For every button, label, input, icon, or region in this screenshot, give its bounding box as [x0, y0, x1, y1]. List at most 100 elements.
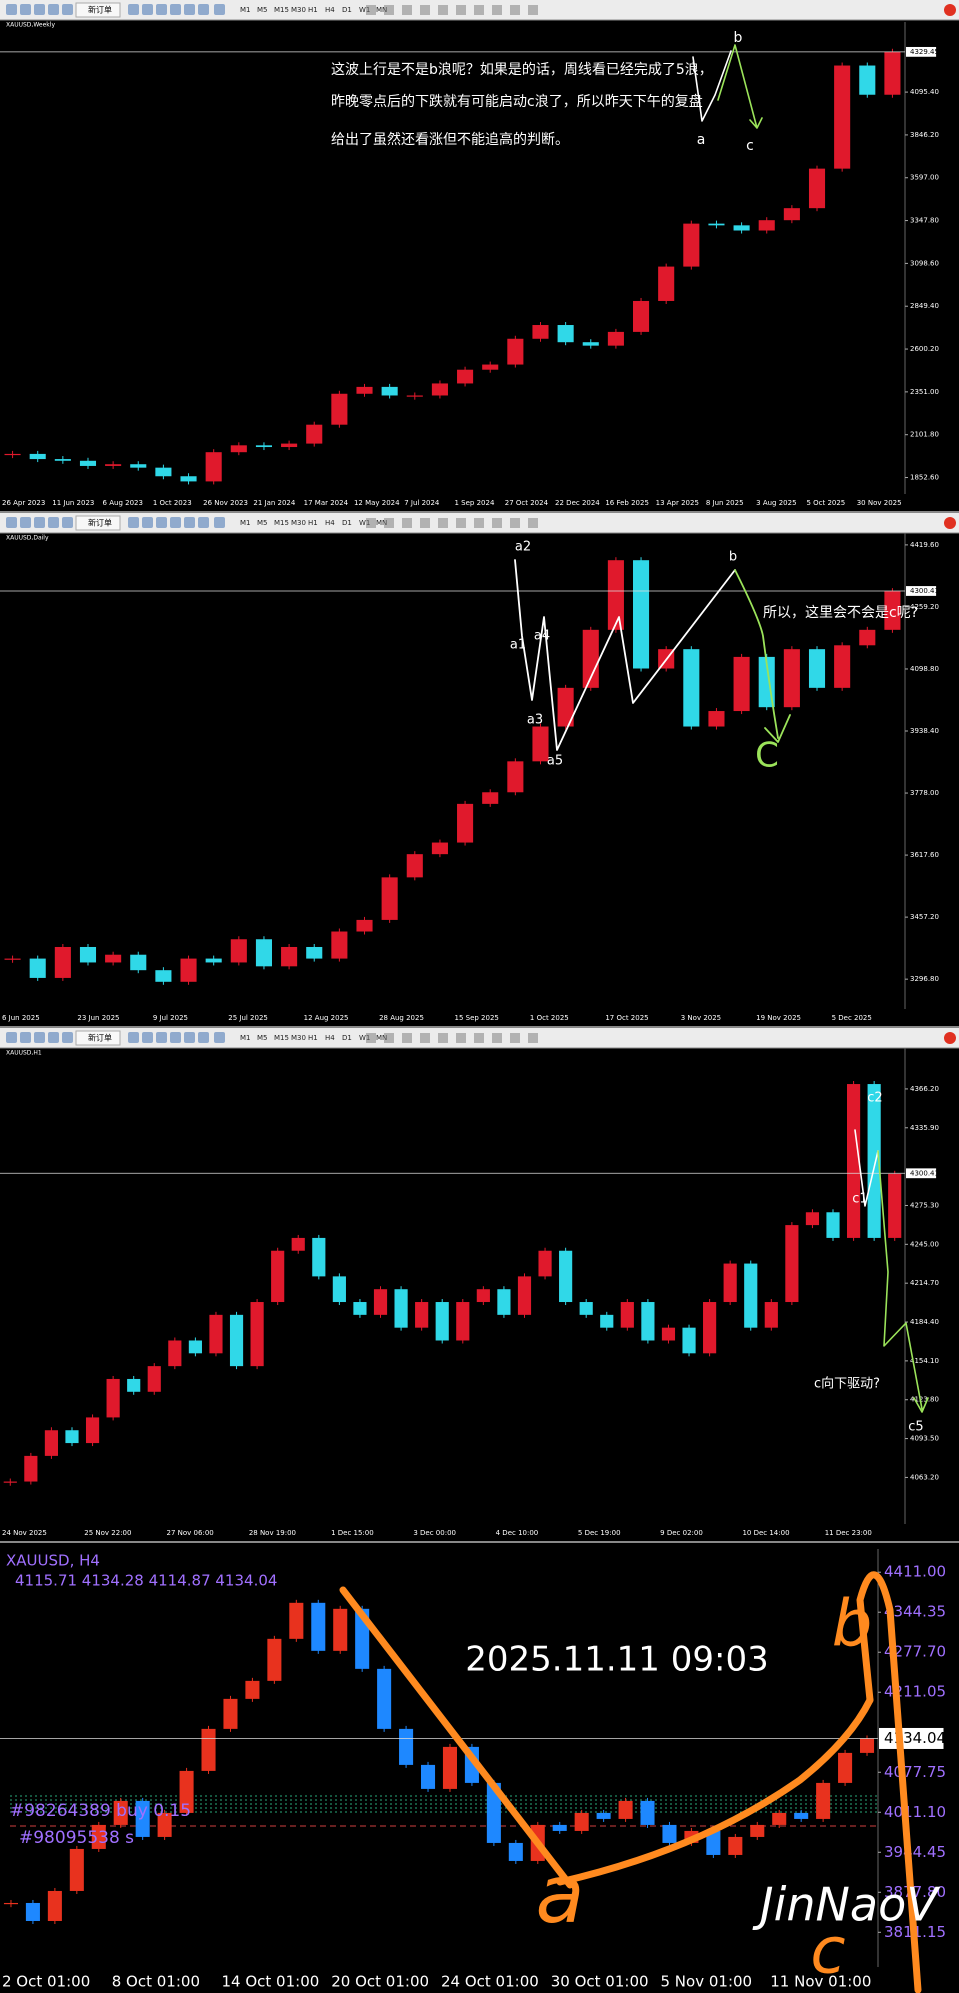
- toolbar-icon[interactable]: [20, 4, 31, 15]
- alert-icon[interactable]: [944, 4, 956, 16]
- toolbar-icon[interactable]: [184, 1032, 195, 1043]
- timeframe-button[interactable]: D1: [342, 6, 352, 14]
- toolbar-icon[interactable]: [184, 4, 195, 15]
- toolbar-icon[interactable]: [170, 517, 181, 528]
- toolbar-icon[interactable]: [402, 5, 412, 15]
- toolbar-icon[interactable]: [456, 1033, 466, 1043]
- timeframe-button[interactable]: M1: [240, 6, 251, 14]
- toolbar-icon[interactable]: [142, 517, 153, 528]
- toolbar-icon[interactable]: [528, 518, 538, 528]
- toolbar-icon[interactable]: [438, 5, 448, 15]
- toolbar-icon[interactable]: [62, 4, 73, 15]
- toolbar-icon[interactable]: [366, 5, 376, 15]
- toolbar-icon[interactable]: [6, 4, 17, 15]
- timeframe-button[interactable]: M15: [274, 519, 289, 527]
- toolbar-icon[interactable]: [420, 518, 430, 528]
- timeframe-button[interactable]: MN: [376, 6, 387, 14]
- toolbar-icon[interactable]: [214, 4, 225, 15]
- toolbar-icon[interactable]: [384, 5, 394, 15]
- toolbar-icon[interactable]: [128, 1032, 139, 1043]
- toolbar-icon[interactable]: [366, 1033, 376, 1043]
- new-order-button[interactable]: [75, 515, 121, 531]
- toolbar-icon[interactable]: [198, 517, 209, 528]
- toolbar-icon[interactable]: [48, 4, 59, 15]
- new-order-button[interactable]: [75, 1030, 121, 1046]
- toolbar-icon[interactable]: [198, 4, 209, 15]
- toolbar-icon[interactable]: [156, 517, 167, 528]
- toolbar-icon[interactable]: [420, 5, 430, 15]
- toolbar-icon[interactable]: [20, 1032, 31, 1043]
- timeframe-button[interactable]: D1: [342, 1034, 352, 1042]
- toolbar-icon[interactable]: [456, 518, 466, 528]
- toolbar-icon[interactable]: [492, 1033, 502, 1043]
- toolbar-icon[interactable]: [528, 5, 538, 15]
- timeframe-button[interactable]: M5: [257, 6, 268, 14]
- timeframe-button[interactable]: H4: [325, 6, 335, 14]
- toolbar-icon[interactable]: [510, 1033, 520, 1043]
- timeframe-button[interactable]: W1: [359, 6, 370, 14]
- toolbar-icon[interactable]: [528, 1033, 538, 1043]
- toolbar-icon[interactable]: [184, 517, 195, 528]
- toolbar-icon[interactable]: [456, 5, 466, 15]
- toolbar-icon[interactable]: [170, 1032, 181, 1043]
- new-order-button[interactable]: [75, 2, 121, 18]
- toolbar-icon[interactable]: [214, 517, 225, 528]
- timeframe-button[interactable]: M1: [240, 1034, 251, 1042]
- timeframe-button[interactable]: W1: [359, 519, 370, 527]
- toolbar-icon[interactable]: [6, 1032, 17, 1043]
- toolbar-icon[interactable]: [474, 1033, 484, 1043]
- toolbar-icon[interactable]: [492, 5, 502, 15]
- toolbar-icon[interactable]: [170, 4, 181, 15]
- toolbar-icon[interactable]: [34, 517, 45, 528]
- toolbar-icon[interactable]: [384, 1033, 394, 1043]
- toolbar-icon[interactable]: [366, 518, 376, 528]
- toolbar-icon[interactable]: [62, 1032, 73, 1043]
- toolbar-icon[interactable]: [474, 5, 484, 15]
- alert-icon[interactable]: [944, 1032, 956, 1044]
- toolbar-icon[interactable]: [420, 1033, 430, 1043]
- toolbar-icon[interactable]: [214, 1032, 225, 1043]
- timeframe-button[interactable]: D1: [342, 519, 352, 527]
- toolbar-icon[interactable]: [156, 4, 167, 15]
- timeframe-button[interactable]: H1: [308, 6, 318, 14]
- timeframe-button[interactable]: M1: [240, 519, 251, 527]
- toolbar-icon[interactable]: [384, 518, 394, 528]
- toolbar-icon[interactable]: [128, 517, 139, 528]
- timeframe-button[interactable]: M30: [291, 1034, 306, 1042]
- timeframe-button[interactable]: W1: [359, 1034, 370, 1042]
- new-order-label[interactable]: 新订单: [88, 1033, 112, 1043]
- timeframe-button[interactable]: M30: [291, 6, 306, 14]
- timeframe-button[interactable]: MN: [376, 519, 387, 527]
- toolbar-icon[interactable]: [142, 4, 153, 15]
- toolbar-icon[interactable]: [62, 517, 73, 528]
- toolbar-icon[interactable]: [402, 518, 412, 528]
- toolbar-icon[interactable]: [438, 518, 448, 528]
- toolbar-icon[interactable]: [20, 517, 31, 528]
- toolbar-icon[interactable]: [198, 1032, 209, 1043]
- toolbar-icon[interactable]: [510, 5, 520, 15]
- toolbar-icon[interactable]: [492, 518, 502, 528]
- timeframe-button[interactable]: M30: [291, 519, 306, 527]
- timeframe-button[interactable]: H4: [325, 519, 335, 527]
- toolbar-icon[interactable]: [438, 1033, 448, 1043]
- timeframe-button[interactable]: M15: [274, 1034, 289, 1042]
- timeframe-button[interactable]: M5: [257, 1034, 268, 1042]
- timeframe-button[interactable]: M15: [274, 6, 289, 14]
- toolbar-icon[interactable]: [34, 1032, 45, 1043]
- timeframe-button[interactable]: H1: [308, 1034, 318, 1042]
- timeframe-button[interactable]: H1: [308, 519, 318, 527]
- alert-icon[interactable]: [944, 517, 956, 529]
- toolbar-icon[interactable]: [474, 518, 484, 528]
- toolbar-icon[interactable]: [402, 1033, 412, 1043]
- toolbar-icon[interactable]: [34, 4, 45, 15]
- new-order-label[interactable]: 新订单: [88, 5, 112, 15]
- toolbar-icon[interactable]: [48, 517, 59, 528]
- timeframe-button[interactable]: MN: [376, 1034, 387, 1042]
- toolbar-icon[interactable]: [6, 517, 17, 528]
- toolbar-icon[interactable]: [128, 4, 139, 15]
- timeframe-button[interactable]: M5: [257, 519, 268, 527]
- new-order-label[interactable]: 新订单: [88, 518, 112, 528]
- toolbar-icon[interactable]: [48, 1032, 59, 1043]
- toolbar-icon[interactable]: [510, 518, 520, 528]
- toolbar-icon[interactable]: [142, 1032, 153, 1043]
